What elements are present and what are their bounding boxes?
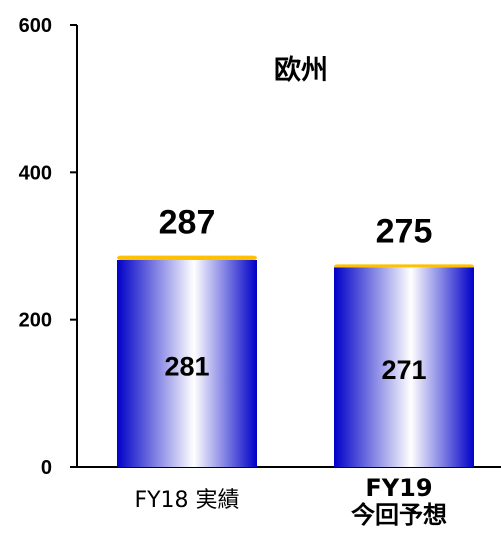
total-label: 275 [376,212,433,250]
category-label: FY18 実績 [134,488,239,513]
y-tick-label: 600 [19,15,52,37]
bar-1-cap [117,255,257,260]
bars [117,255,474,467]
category-label: FY19 [365,474,432,502]
y-tick-label: 200 [19,310,52,332]
bar-2-base [334,267,474,467]
data-label: 281 [164,351,209,381]
y-tick-label: 400 [19,162,52,184]
category-label: 今回予想 [351,501,447,529]
data-label: 271 [381,355,426,385]
bar-2-cap [334,264,474,268]
y-tick-label: 0 [41,457,52,479]
total-label: 287 [159,204,216,242]
bar-1-base [117,259,257,467]
chart-title: 欧州 [274,55,328,86]
